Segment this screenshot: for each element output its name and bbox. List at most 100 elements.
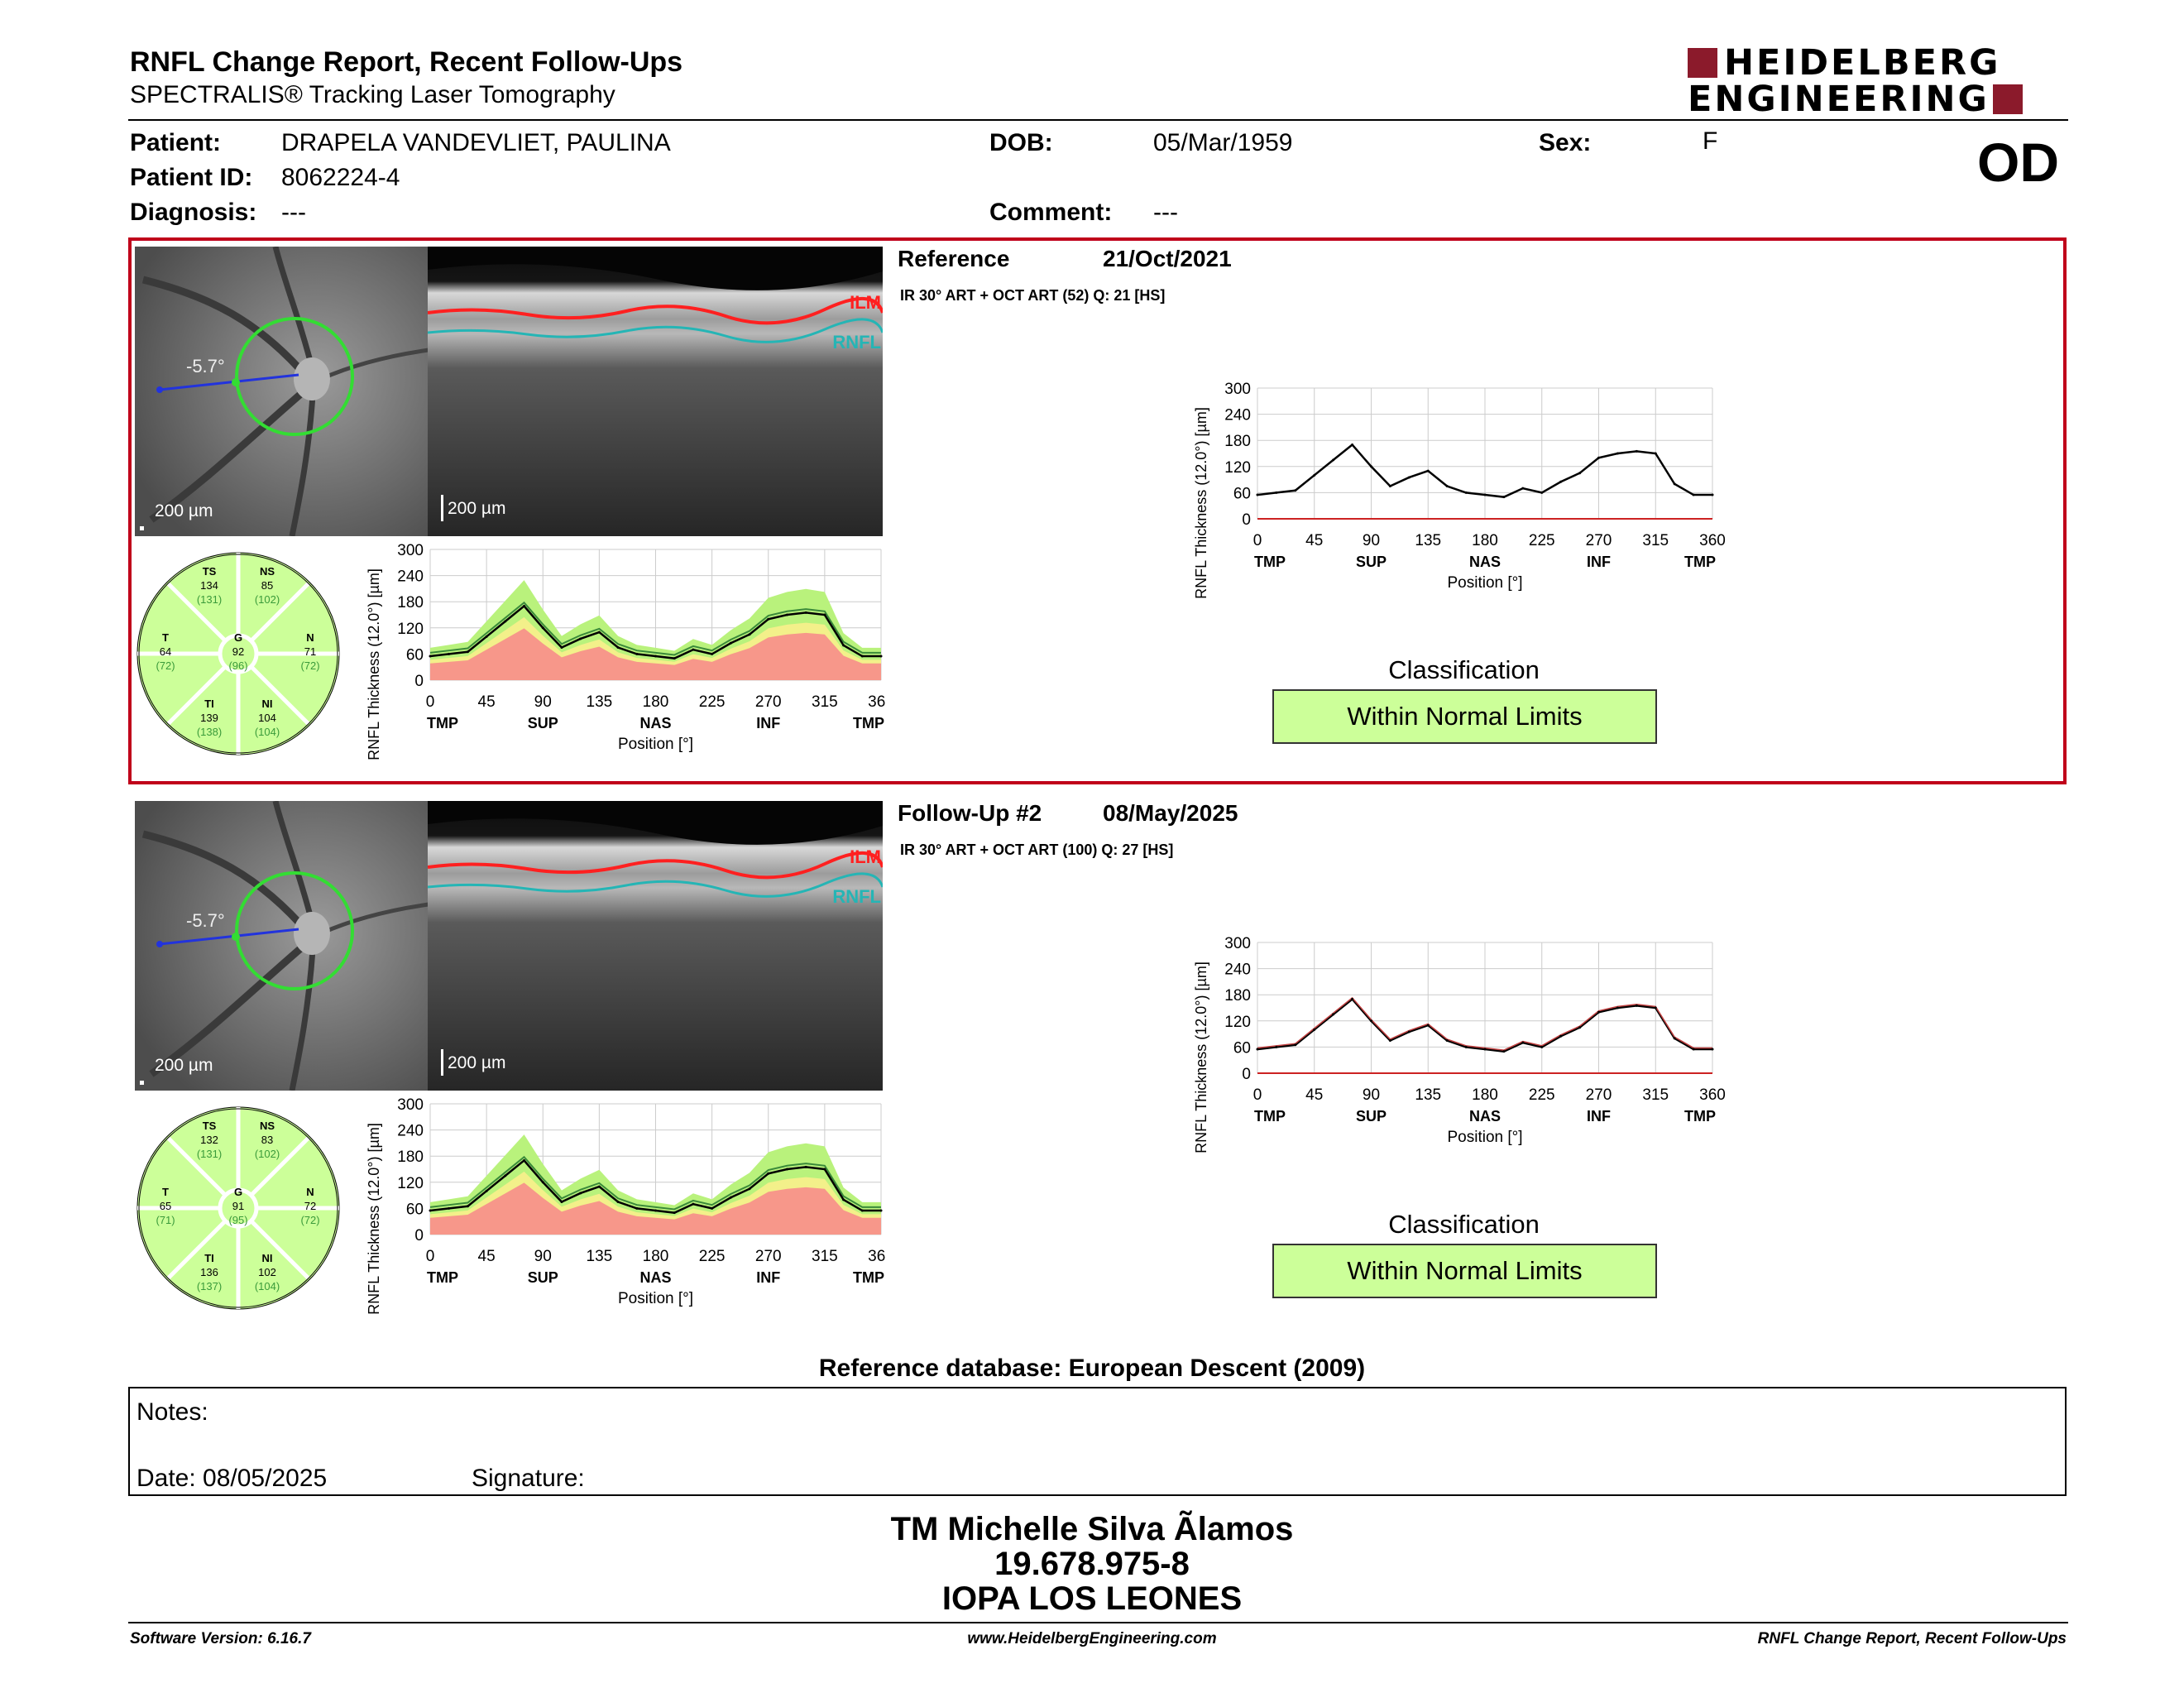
sector-ns-label: NS xyxy=(260,1120,275,1132)
signature-id: 19.678.975-8 xyxy=(994,1546,1190,1582)
footer-report-name: RNFL Change Report, Recent Follow-Ups xyxy=(1757,1630,2067,1647)
signature-name: TM Michelle Silva Ãlamos xyxy=(890,1511,1294,1547)
data-point xyxy=(673,1211,676,1215)
y-tick-label: 240 xyxy=(397,568,424,586)
data-point xyxy=(616,646,620,649)
sector-g-value: 91 xyxy=(232,1200,244,1212)
data-point xyxy=(1673,1037,1676,1040)
data-point xyxy=(860,1209,864,1212)
sector-g-ref: (95) xyxy=(228,1214,247,1226)
x-tick-label: 45 xyxy=(478,1248,496,1265)
sector-t-ref: (71) xyxy=(156,1214,175,1226)
data-point xyxy=(1464,1045,1468,1048)
angle-label: -5.7° xyxy=(186,356,225,376)
sector-g-ref: (96) xyxy=(228,659,247,672)
dob-value: 05/Mar/1959 xyxy=(1153,129,1293,156)
sector-t-label: T xyxy=(162,1186,169,1198)
data-point xyxy=(1313,473,1316,477)
x-tick-label: 135 xyxy=(587,1248,613,1265)
data-point xyxy=(1388,485,1391,487)
software-version: Software Version: 6.16.7 xyxy=(130,1630,311,1647)
sector-n-label: N xyxy=(306,1186,314,1198)
x-tick-label: 180 xyxy=(643,1248,669,1265)
data-point xyxy=(1635,449,1638,453)
x-tick-label: 135 xyxy=(1415,532,1441,549)
x-tick-label: 90 xyxy=(534,1248,552,1265)
website-link[interactable]: www.HeidelbergEngineering.com xyxy=(967,1630,1217,1647)
sector-t-label: T xyxy=(162,631,169,644)
y-tick-label: 180 xyxy=(397,1149,424,1166)
x-tick-label: 270 xyxy=(755,693,782,711)
data-point xyxy=(1483,493,1487,496)
brand-logo: HEIDELBERG xyxy=(1688,46,2000,81)
region-label: NAS xyxy=(639,1269,671,1286)
data-point xyxy=(692,648,695,651)
data-point xyxy=(597,1185,601,1188)
y-tick-label: 60 xyxy=(406,1201,424,1218)
fundus-scale-label: 200 µm xyxy=(155,501,213,520)
data-point xyxy=(1407,1030,1410,1033)
x-tick-label: 360 xyxy=(868,693,885,711)
sector-n-ref: (72) xyxy=(300,1214,319,1226)
fundus-image: -5.7° 200 µm xyxy=(135,247,429,536)
x-tick-label: 315 xyxy=(812,1248,838,1265)
x-tick-label: 45 xyxy=(1305,1086,1323,1104)
sector-ts-ref: (131) xyxy=(197,1148,222,1160)
sector-ti-label: TI xyxy=(204,1252,214,1264)
x-tick-label: 0 xyxy=(1253,532,1262,549)
data-point xyxy=(823,1168,826,1171)
x-tick-label: 315 xyxy=(1642,532,1669,549)
ilm-label: ILM xyxy=(850,846,881,867)
data-point xyxy=(1559,480,1563,483)
data-point xyxy=(1692,493,1695,496)
sector-drawing: TS 132 (131) NS 83 (102) T 65 (71) G 91 (95) N 72 (72)… xyxy=(136,1106,340,1310)
signature-label: Signature: xyxy=(472,1465,585,1492)
diagnosis-value: --- xyxy=(281,199,306,226)
normal-mean-line xyxy=(429,1155,881,1211)
data-point xyxy=(616,1201,620,1203)
region-label: INF xyxy=(756,715,780,731)
data-point xyxy=(1711,493,1714,496)
fundus-drawing xyxy=(135,247,429,536)
sector-ti-value: 136 xyxy=(200,1266,218,1278)
data-point xyxy=(804,611,807,614)
x-tick-label: 90 xyxy=(1363,532,1380,549)
data-point xyxy=(1256,493,1259,496)
data-point xyxy=(560,646,563,649)
sector-t-value: 64 xyxy=(160,645,171,658)
comment-value: --- xyxy=(1153,199,1178,226)
y-axis-label: RNFL Thickness (12.0°) [µm] xyxy=(366,568,382,760)
reference-database: Reference database: European Descent (20… xyxy=(818,1355,1366,1382)
header-rule xyxy=(128,119,2068,121)
data-point xyxy=(1654,1006,1657,1009)
sector-n-label: N xyxy=(306,631,314,644)
sector-ns-value: 85 xyxy=(261,579,273,592)
data-point xyxy=(1351,997,1354,1000)
y-tick-label: 180 xyxy=(1224,987,1251,1005)
data-point xyxy=(1313,1028,1316,1031)
data-point xyxy=(1275,1045,1278,1048)
data-point xyxy=(692,1202,695,1206)
data-point xyxy=(1521,487,1525,490)
region-label: TMP xyxy=(853,715,884,731)
sector-ni-label: NI xyxy=(262,698,273,710)
classification-result: Within Normal Limits xyxy=(1272,1244,1657,1298)
y-tick-label: 0 xyxy=(1242,511,1251,529)
logo-square-icon-2 xyxy=(1992,84,2023,114)
data-point xyxy=(1559,1034,1563,1038)
data-point xyxy=(1502,496,1506,499)
region-label: TMP xyxy=(427,1269,458,1286)
data-point xyxy=(1540,491,1544,494)
rnfl-label: RNFL xyxy=(832,332,881,352)
sector-n-value: 72 xyxy=(304,1200,316,1212)
x-tick-label: 225 xyxy=(1529,1086,1555,1104)
x-tick-label: 90 xyxy=(534,693,552,711)
signature-org: IOPA LOS LEONES xyxy=(941,1580,1243,1617)
x-tick-label: 315 xyxy=(812,693,838,711)
data-point xyxy=(654,1209,657,1212)
x-tick-label: 45 xyxy=(478,693,496,711)
data-point xyxy=(1426,469,1430,472)
y-tick-label: 0 xyxy=(414,1227,424,1244)
data-point xyxy=(429,1209,432,1212)
rnfl-normative-chart: 0 60 120 180 240 300 0 45 90 135 180 225 270 315 360 TM… xyxy=(356,1092,894,1316)
